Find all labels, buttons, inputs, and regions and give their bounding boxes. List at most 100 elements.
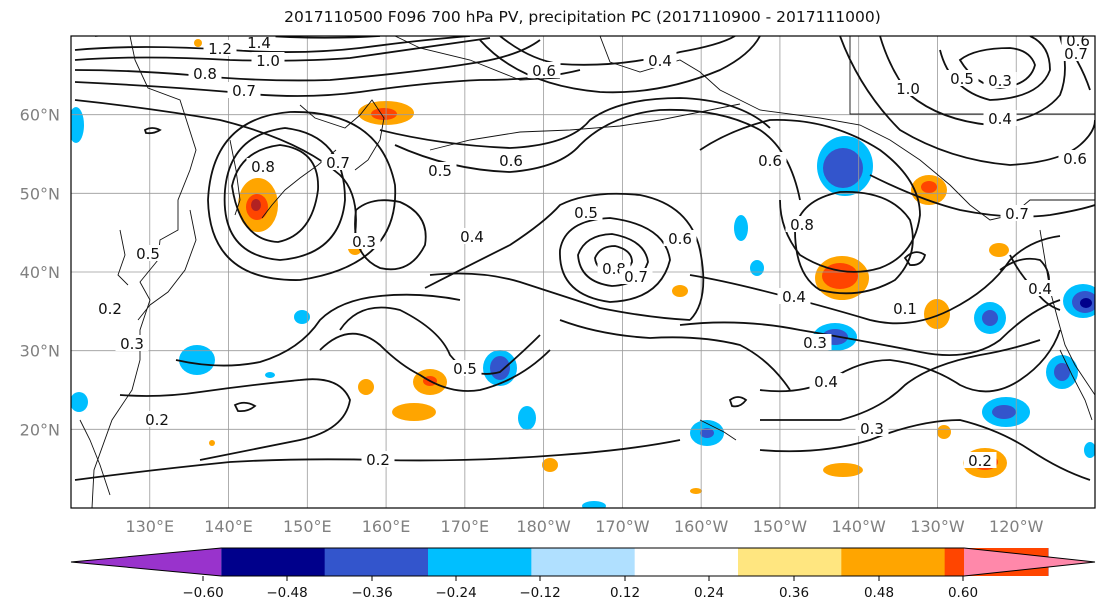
coastline-kurils bbox=[261, 149, 337, 219]
lat-label: 50°N bbox=[20, 184, 60, 203]
colorbar-tick-label: 0.48 bbox=[864, 585, 894, 601]
lon-label: 160°E bbox=[362, 517, 411, 536]
colorbar-extend-max bbox=[964, 548, 1095, 576]
precip-blob-negative bbox=[982, 397, 1030, 427]
precip-blob-positive bbox=[413, 369, 447, 395]
precip-blob-positive bbox=[194, 39, 202, 47]
colorbar-swatch bbox=[634, 548, 739, 576]
lon-label: 170°E bbox=[441, 517, 490, 536]
contour-label: 0.3 bbox=[120, 335, 144, 353]
contour-0.4-east bbox=[689, 235, 1061, 325]
colorbar-tick-label: 0.60 bbox=[948, 585, 978, 601]
contour-label-bg bbox=[494, 152, 528, 168]
coastline-japan bbox=[137, 209, 197, 321]
contour-0.2-east bbox=[759, 419, 1091, 481]
lat-label: 60°N bbox=[20, 106, 60, 125]
lon-label: 140°W bbox=[832, 517, 887, 536]
contour-label-bg bbox=[140, 411, 174, 427]
contour-label-bg bbox=[963, 452, 997, 468]
contour-label-bg bbox=[753, 152, 787, 168]
colorbar-tick-label: −0.60 bbox=[182, 585, 223, 601]
contour-0.7-low2 bbox=[577, 233, 649, 287]
colorbar-swatch bbox=[324, 548, 429, 576]
contour-label: 0.3 bbox=[352, 233, 376, 251]
contour-0.8-low bbox=[231, 144, 319, 243]
contour-label: 1.0 bbox=[256, 52, 280, 70]
lon-label: 150°E bbox=[283, 517, 332, 536]
colorbar-tick-label: −0.48 bbox=[266, 585, 307, 601]
contour-label: 0.5 bbox=[136, 245, 160, 263]
contour-label: 0.7 bbox=[1064, 45, 1088, 63]
precip-blob-negative bbox=[179, 345, 215, 375]
colorbar-swatch bbox=[531, 548, 636, 576]
precip-blob-positive bbox=[924, 299, 950, 329]
contour-label-bg bbox=[203, 40, 237, 56]
contour-label: 0.6 bbox=[668, 230, 692, 248]
contour-1.2 bbox=[74, 36, 471, 53]
contour-label-bg bbox=[809, 373, 843, 389]
contour-label: 0.4 bbox=[782, 288, 806, 306]
lon-label: 180°W bbox=[516, 517, 571, 536]
contour-label: 0.5 bbox=[428, 162, 452, 180]
lon-label: 160°W bbox=[674, 517, 729, 536]
contour-label: 0.7 bbox=[326, 154, 350, 172]
precip-blob-negative bbox=[71, 107, 84, 143]
coastline-kamchatka bbox=[299, 99, 385, 171]
precip-blob-negative bbox=[734, 215, 748, 241]
contour-0.4-sw bbox=[319, 332, 551, 392]
precip-blob-negative bbox=[1063, 284, 1095, 318]
map-frame bbox=[70, 35, 1096, 509]
contour-0.3-sw bbox=[175, 293, 461, 367]
contour-label-bg bbox=[93, 300, 127, 316]
precip-blob-positive bbox=[392, 403, 436, 421]
contour-1.0 bbox=[74, 37, 491, 62]
contour-label-bg bbox=[777, 288, 811, 304]
lon-label: 170°W bbox=[595, 517, 650, 536]
contour-label-bg bbox=[855, 420, 889, 436]
contour-0.3-east bbox=[679, 299, 1061, 357]
lon-label: 150°W bbox=[753, 517, 808, 536]
coastline-korea bbox=[117, 229, 129, 286]
contour-label: 0.6 bbox=[532, 62, 556, 80]
colorbar-tick-label: −0.24 bbox=[435, 585, 476, 601]
contour-label: 0.2 bbox=[366, 451, 390, 469]
contour-0.7-ne bbox=[869, 174, 1095, 218]
contour-label: 0.4 bbox=[648, 52, 672, 70]
lon-label: 140°E bbox=[204, 517, 253, 536]
contour-label: 0.6 bbox=[1063, 150, 1087, 168]
contour-label: 0.6 bbox=[499, 152, 523, 170]
precip-blob-positive bbox=[937, 425, 951, 439]
colorbar-swatch bbox=[428, 548, 532, 576]
contour-label-bg bbox=[455, 228, 489, 244]
colorbar-extend-min bbox=[71, 548, 222, 576]
contour-0.3-central bbox=[559, 319, 791, 391]
lat-label: 40°N bbox=[20, 263, 60, 282]
precip-blob-negative bbox=[518, 406, 536, 430]
contour-labels: 1.4 1.2 1.0 0.8 0.7 0.8 0.7 0.5 0.6 0.5 0.4 0.3 0.8 0… bbox=[93, 32, 1095, 470]
contour-label: 0.2 bbox=[145, 411, 169, 429]
coastline-north-america bbox=[1039, 229, 1095, 396]
precip-blob-positive bbox=[672, 285, 688, 297]
contour-0.8-north bbox=[499, 36, 736, 66]
contour-label: 0.6 bbox=[758, 152, 782, 170]
colorbar-tick-label: 0.12 bbox=[610, 585, 640, 601]
coastline-philippines bbox=[79, 419, 111, 496]
contour-0.8-east bbox=[794, 191, 914, 295]
contour-label-bg bbox=[423, 162, 457, 178]
contour-label: 1.0 bbox=[896, 80, 920, 98]
contour-label-bg bbox=[321, 154, 355, 170]
contour-0.5-sw bbox=[339, 306, 541, 375]
boundary-canada bbox=[849, 36, 1095, 115]
contour-label-bg bbox=[115, 335, 149, 351]
latitude-labels: 60°N 50°N 40°N 30°N 20°N bbox=[20, 106, 60, 440]
contour-low-west bbox=[207, 111, 397, 281]
lat-label: 30°N bbox=[20, 342, 60, 361]
contour-label: 0.4 bbox=[460, 228, 484, 246]
precip-blob-negative bbox=[690, 420, 724, 446]
contour-label-bg bbox=[983, 110, 1017, 126]
precip-blob-negative bbox=[71, 392, 88, 412]
contour-label: 0.3 bbox=[860, 420, 884, 438]
contour-label-bg bbox=[1023, 280, 1057, 296]
contour-label: 0.6 bbox=[1066, 32, 1090, 50]
